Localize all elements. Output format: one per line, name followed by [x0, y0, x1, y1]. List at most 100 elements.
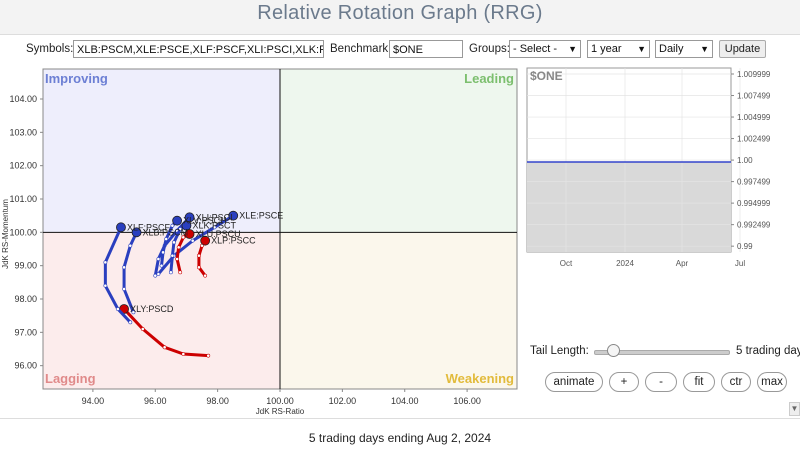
y-tick-label: 97.00	[14, 327, 37, 337]
max-button[interactable]: max	[757, 372, 787, 392]
tail-xle-psce	[156, 210, 239, 276]
tail-head-point[interactable]	[184, 212, 195, 223]
tail-point	[128, 320, 133, 325]
tail-point	[115, 307, 120, 311]
tail-label: XLE:PSCE	[239, 211, 283, 221]
tail-point	[161, 250, 165, 255]
tail-point	[197, 265, 201, 270]
quadrant-improving	[43, 69, 280, 233]
tail-point	[159, 263, 164, 268]
tail-point	[122, 287, 126, 291]
fit-button[interactable]: fit	[683, 372, 715, 392]
tail-head-point[interactable]	[116, 222, 126, 233]
tail-head-point[interactable]	[172, 215, 182, 226]
period-select-value: 1 year	[591, 43, 622, 55]
quadrant-label-improving: Improving	[45, 71, 108, 86]
tail-xly-pscd	[119, 304, 211, 358]
footer-text: 5 trading days ending Aug 2, 2024	[308, 431, 492, 445]
center-button[interactable]: ctr	[721, 372, 751, 392]
period-select[interactable]: 1 year ▼	[587, 40, 650, 58]
scroll-down-icon[interactable]: ▼	[789, 402, 800, 416]
groups-select[interactable]: - Select - ▼	[509, 40, 581, 58]
groups-select-value: - Select -	[513, 43, 558, 55]
y-axis-label: JdK RS-Momentum	[1, 199, 10, 269]
x-tick-label: 104.00	[391, 396, 419, 406]
x-axis-ticks: 94.00 96.00 98.00 100.00 102.00 104.00 106.00	[82, 389, 481, 406]
x-tick-label: 106.00	[453, 396, 481, 406]
footer: 5 trading days ending Aug 2, 2024	[0, 418, 800, 451]
tail-head-point[interactable]	[200, 235, 211, 246]
tail-xlb-pscm	[122, 227, 142, 315]
benchmark-input[interactable]: $ONE	[389, 40, 463, 58]
header-bar: Relative Rotation Graph (RRG)	[0, 0, 800, 35]
side-y-tick-label: 0.994999	[737, 199, 771, 208]
rrg-chart: 94.00 96.00 98.00 100.00 102.00 104.00 106.00 …	[1, 68, 518, 416]
tail-label: XLK:PSCT	[192, 221, 236, 231]
zoom-out-button[interactable]: -	[645, 372, 677, 392]
tail-point	[103, 283, 108, 288]
rotation-tails	[103, 210, 239, 358]
x-axis-label: JdK RS-Ratio	[256, 407, 305, 416]
quadrant-backgrounds	[43, 69, 517, 389]
tail-label: XLI:PSCI	[196, 212, 233, 222]
y-tick-label: 101.00	[9, 194, 37, 204]
y-axis-ticks: 96.00 97.00 98.00 99.00 100.00 101.00 102.00 10…	[9, 94, 43, 371]
quadrant-leading	[280, 69, 517, 233]
x-tick-label: 96.00	[144, 396, 167, 406]
controls-bar: Symbols: XLB:PSCM,XLE:PSCE,XLF:PSCF,XLI:…	[0, 40, 800, 62]
tail-length-track[interactable]	[594, 350, 730, 355]
tail-point	[164, 237, 169, 241]
tail-xlf-pscf	[103, 222, 133, 325]
tail-head-point[interactable]	[228, 210, 239, 221]
tail-point	[181, 235, 186, 240]
quadrant-label-lagging: Lagging	[45, 371, 96, 386]
tail-point	[175, 257, 179, 261]
quadrant-label-leading: Leading	[464, 71, 514, 86]
tail-head-point[interactable]	[131, 227, 142, 238]
y-tick-label: 103.00	[9, 127, 37, 137]
side-x-tick-label: Apr	[676, 259, 689, 268]
side-y-tick-label: 0.997499	[737, 178, 771, 187]
tail-point	[203, 273, 208, 278]
side-y-tick-label: 1.00	[737, 156, 753, 165]
y-tick-label: 96.00	[14, 361, 37, 371]
chevron-down-icon: ▼	[700, 44, 709, 54]
tail-point	[131, 310, 136, 315]
side-chart-title: $ONE	[530, 69, 563, 83]
tail-head-point[interactable]	[184, 229, 195, 239]
quadrant-label-weakening: Weakening	[446, 371, 514, 386]
tail-length-row: Tail Length: 5 trading days	[530, 344, 800, 360]
x-tick-label: 102.00	[329, 396, 357, 406]
side-x-tick-label: Jul	[735, 259, 745, 268]
tail-label: XLV:PSCH	[183, 216, 227, 226]
tail-point	[197, 253, 201, 258]
tail-point	[172, 240, 176, 245]
tail-point	[128, 243, 133, 248]
tail-point	[103, 260, 108, 265]
symbols-label: Symbols:	[26, 43, 74, 55]
tail-point	[153, 273, 158, 278]
tail-label: XLP:PSCC	[211, 236, 256, 246]
tail-point	[162, 345, 167, 350]
benchmark-label: Benchmark:	[330, 43, 392, 55]
page-title: Relative Rotation Graph (RRG)	[257, 2, 543, 24]
groups-label: Groups:	[469, 43, 510, 55]
tail-point	[176, 245, 181, 250]
side-y-tick-label: 1.009999	[737, 70, 771, 79]
chevron-down-icon: ▼	[568, 44, 577, 54]
x-tick-label: 94.00	[82, 396, 105, 406]
tail-point	[206, 353, 211, 358]
side-x-tick-label: Oct	[560, 259, 573, 268]
frequency-select[interactable]: Daily ▼	[655, 40, 713, 58]
tail-xlp-pscc	[197, 235, 211, 278]
side-y-tick-label: 0.992499	[737, 221, 771, 230]
tail-head-point[interactable]	[181, 220, 192, 231]
chevron-down-icon: ▼	[637, 44, 646, 54]
animate-button[interactable]: animate	[545, 372, 603, 392]
tail-length-slider-handle[interactable]	[606, 344, 620, 357]
benchmark-side-chart: $ONE 1.0099991.0074991.0049991.0024991.0…	[526, 67, 771, 268]
update-button[interactable]: Update	[719, 40, 766, 58]
side-chart-grid	[527, 68, 741, 252]
symbols-input[interactable]: XLB:PSCM,XLE:PSCE,XLF:PSCF,XLI:PSCI,XLK:…	[73, 40, 324, 58]
zoom-in-button[interactable]: +	[609, 372, 639, 392]
